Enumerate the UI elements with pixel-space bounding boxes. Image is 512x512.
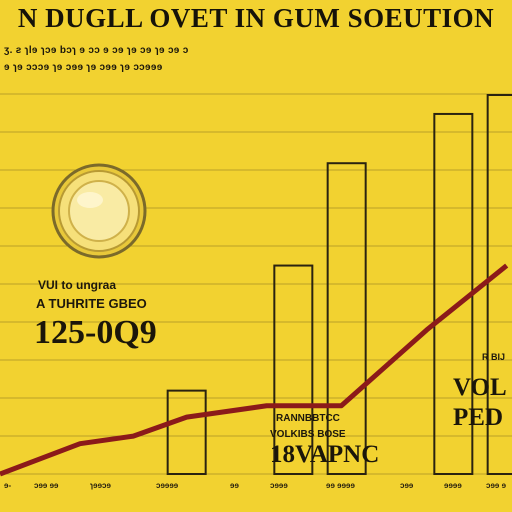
annotation-left-line-2: A TUHRITE GBEO <box>36 296 147 311</box>
subtitle-line-1: ʒ. ƨ ɿlɘ ɿɔɘ bɔɿ ɘ ɔɔ ɘ ɔɘ ɿɘ ɔɘ ɿɘ ɔɘ ɔ <box>4 45 189 56</box>
x-tick-label: ɔɘɘɘ <box>270 481 288 490</box>
bar-series <box>166 94 512 475</box>
subtitle-line-2: ɘ ɿɘ ɔɔɔɘ ɿɘ ɔɘɘ ɿɘ ɔɘɘ ɿɘ ɔɔɘɘɘ <box>4 62 163 73</box>
annotation-left-value: 125-0Q9 <box>34 314 157 351</box>
x-tick-label: ɘɘ ɘɘɘɘ <box>326 481 355 490</box>
coin-icon <box>51 163 147 259</box>
x-tick-label: ɔɘɘɘɘ <box>156 481 179 490</box>
bar <box>326 162 367 475</box>
x-tick-label: ɔɘɘ <box>400 481 414 490</box>
x-tick-label: ɘ- <box>4 481 12 490</box>
x-tick-label: ɔɘɘ ɘ <box>486 481 507 490</box>
annotation-center-line-1: RANNBBTCC <box>276 413 340 424</box>
line-series <box>0 263 509 477</box>
bar <box>166 389 207 475</box>
x-tick-label: ɿɘɘɔɘ <box>90 481 111 490</box>
bar <box>486 94 512 475</box>
trend-line <box>0 263 509 477</box>
x-tick-label: ɘɘɘɘ <box>444 481 462 490</box>
annotation-right-big-2: PED <box>453 404 503 431</box>
annotation-center-line-2: VOLKIBS BOSE <box>270 429 346 440</box>
annotation-left-line-1: VUI to ungraa <box>38 278 117 292</box>
annotation-right-big-1: VOL <box>453 374 507 401</box>
x-tick-label: ɔɘɘ ɘɘ <box>34 481 59 490</box>
bar <box>273 264 314 475</box>
chart-title: N DUGLL OVET IN GUM SOEUTION <box>17 3 495 33</box>
annotation-right-small: R BIJ <box>482 352 506 362</box>
annotation-center-value: 18VAPNC <box>270 441 380 468</box>
x-tick-label: ɘɘ <box>230 481 239 490</box>
